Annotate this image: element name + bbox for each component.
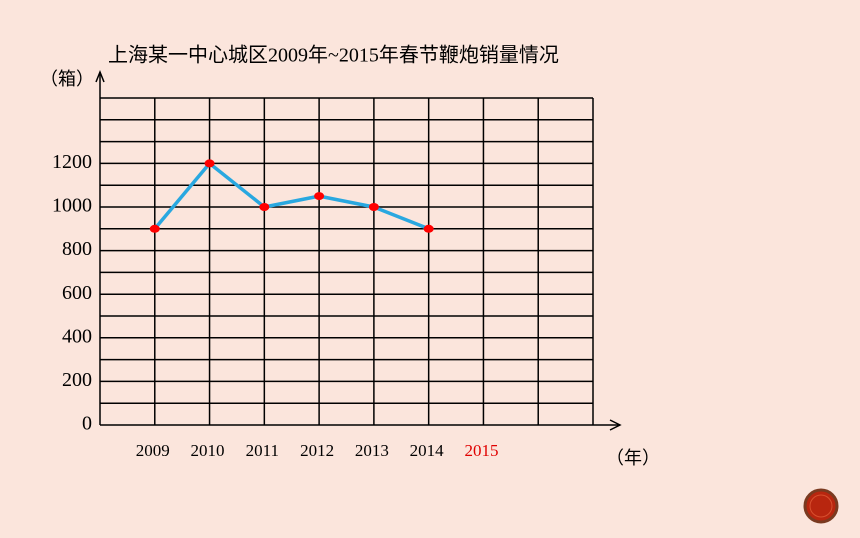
- x-tick-label: 2009: [136, 441, 170, 460]
- x-tick-label: 2014: [410, 441, 445, 460]
- y-tick-label: 400: [62, 325, 92, 347]
- y-tick-label: 1200: [52, 151, 92, 173]
- x-tick-label: 2011: [246, 441, 279, 460]
- y-tick-label: 0: [82, 413, 92, 435]
- data-point: [259, 203, 270, 211]
- x-axis-arrow: [609, 419, 622, 431]
- y-axis-arrow: [95, 69, 105, 83]
- x-tick-label: 2010: [191, 441, 225, 460]
- data-point: [149, 224, 160, 233]
- data-point: [368, 203, 379, 211]
- x-tick-label: 2012: [300, 441, 334, 460]
- x-tick-label: 2015: [464, 441, 498, 460]
- data-point: [423, 224, 434, 233]
- y-tick-label: 600: [62, 282, 92, 304]
- y-axis-label: （箱）: [40, 69, 94, 90]
- nav-button-ring: [809, 494, 833, 518]
- x-axis-label: （年）: [606, 448, 660, 469]
- y-tick-label: 800: [62, 238, 92, 260]
- y-tick-label: 200: [62, 369, 92, 391]
- data-point: [204, 159, 215, 168]
- chart-title: 上海某一中心城区2009年~2015年春节鞭炮销量情况: [108, 44, 559, 67]
- data-point: [314, 192, 325, 201]
- series-line: [153, 161, 430, 231]
- x-tick-label: 2013: [355, 441, 389, 460]
- y-tick-label: 1000: [52, 195, 92, 217]
